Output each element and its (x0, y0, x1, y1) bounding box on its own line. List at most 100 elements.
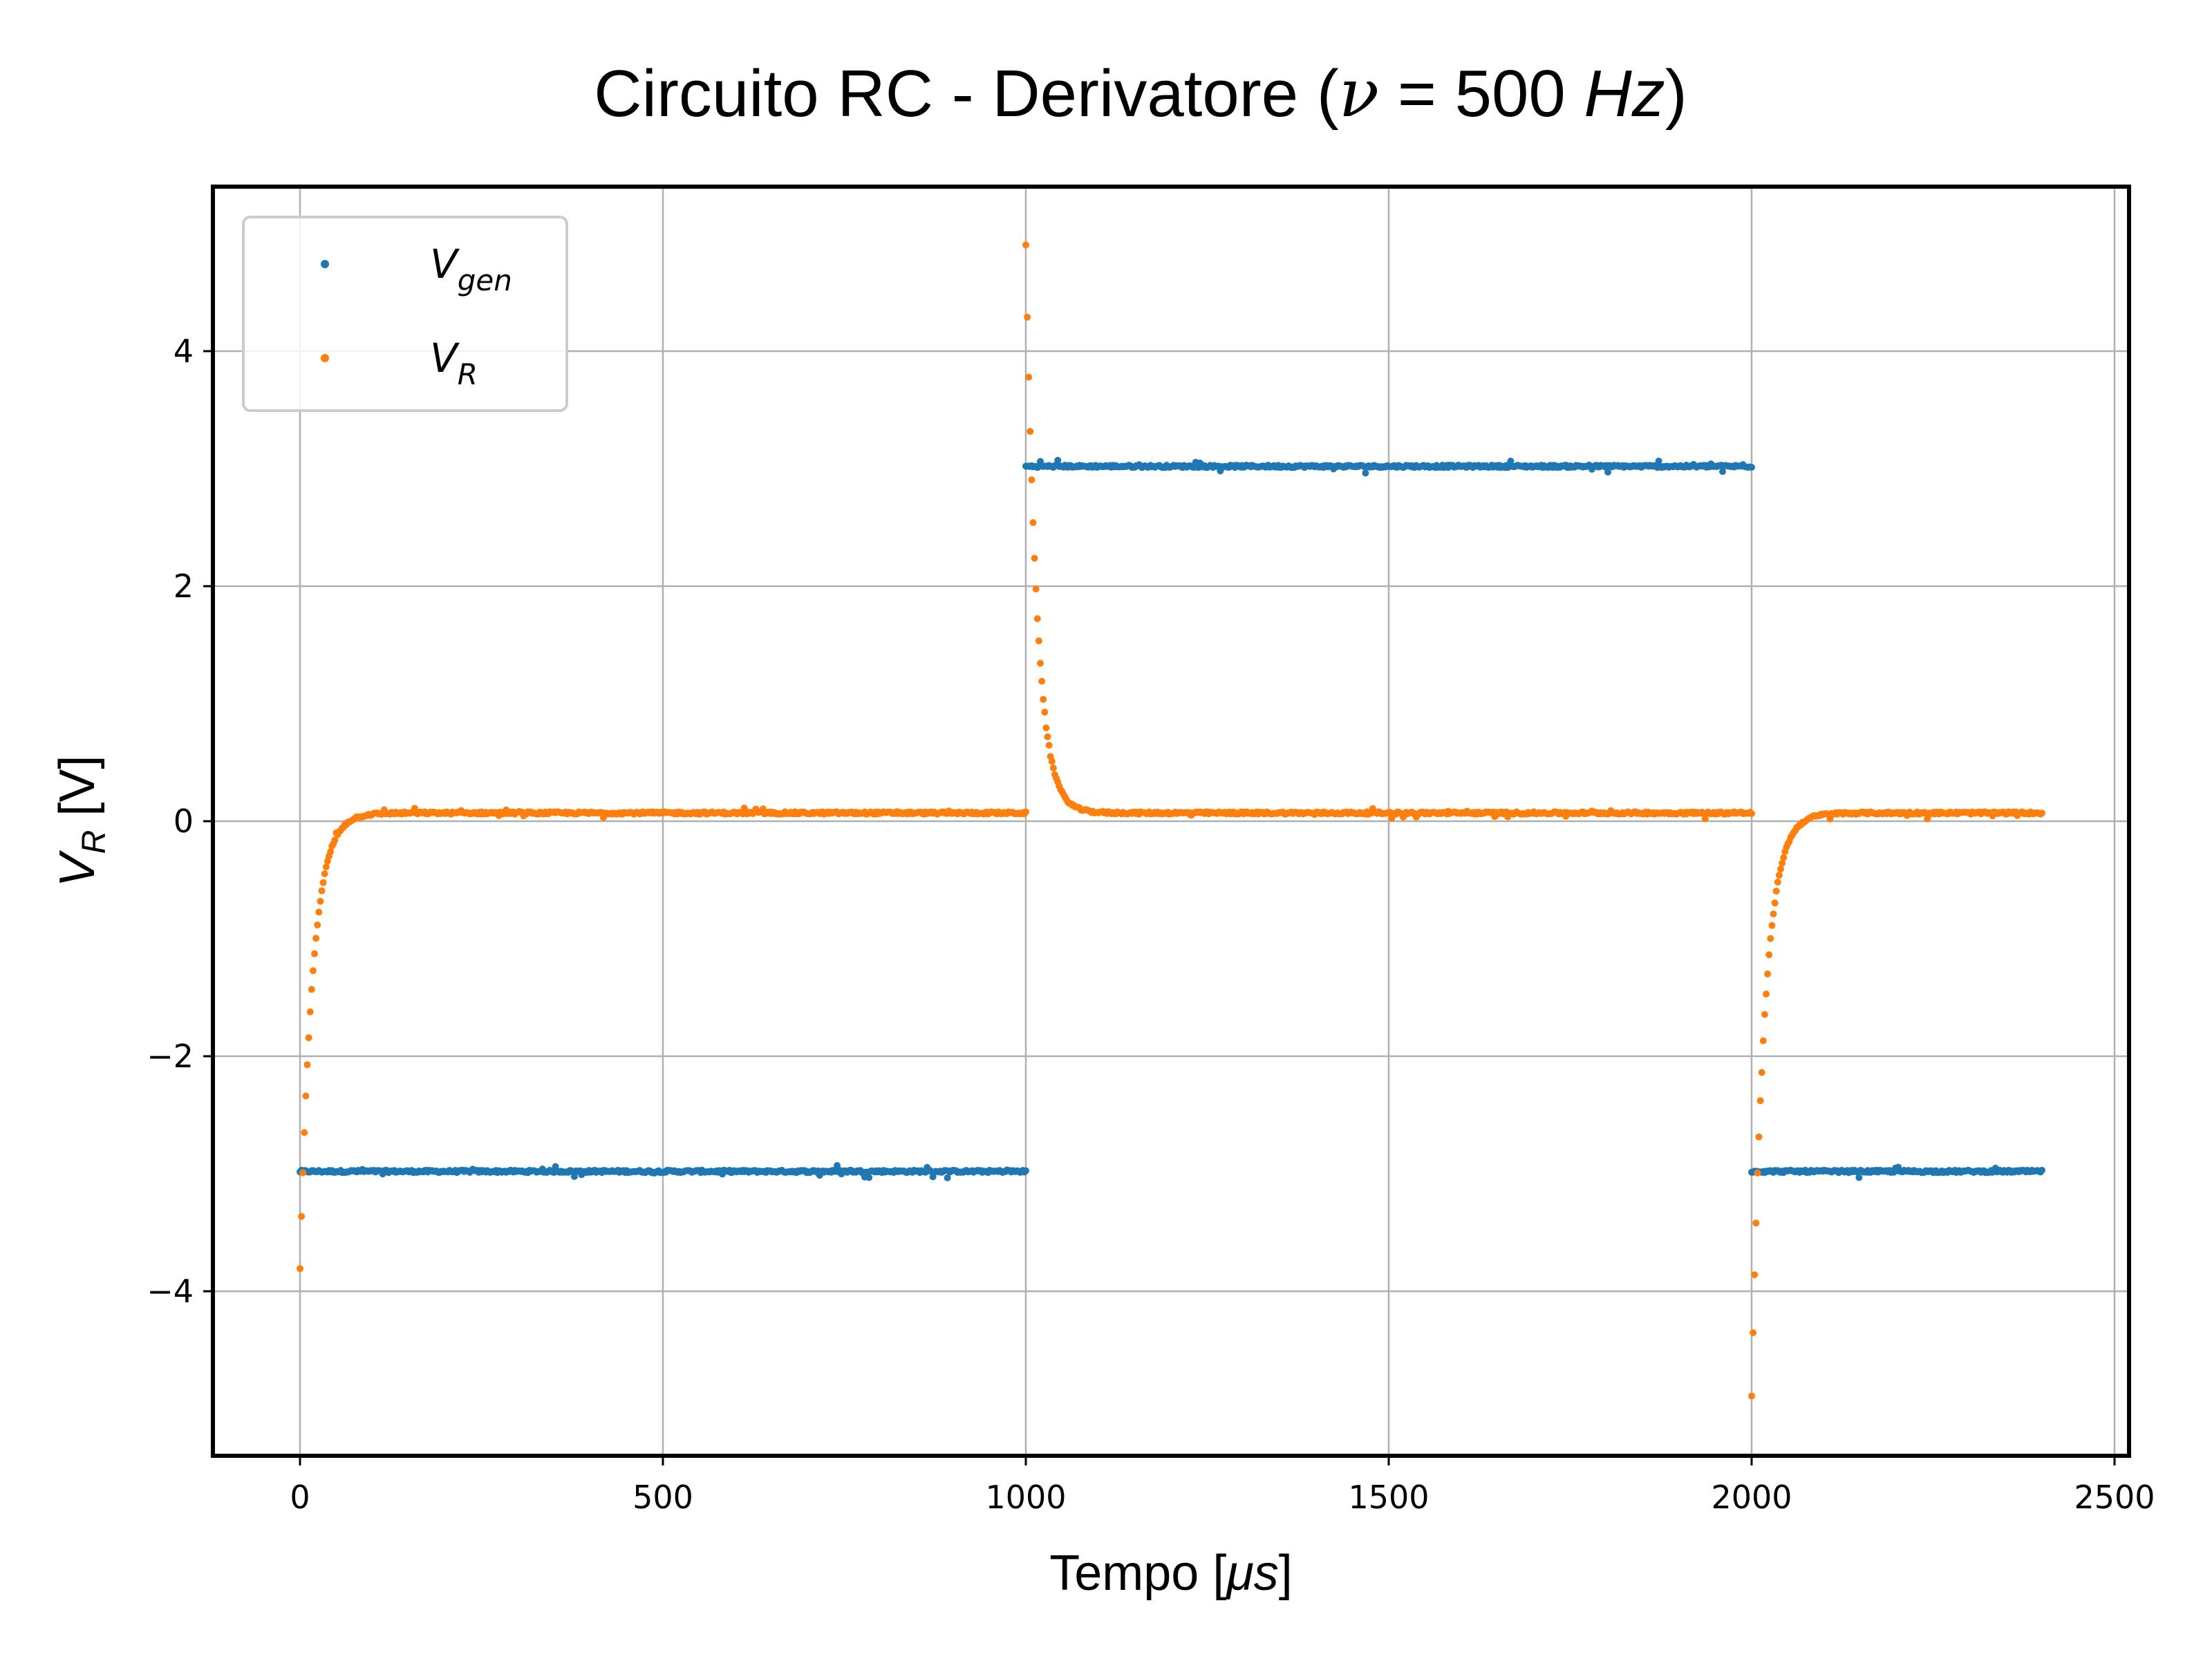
data-point (1855, 1174, 1863, 1181)
data-point (1022, 241, 1029, 249)
x-axis-label: Tempo [μs] (1049, 1546, 1293, 1601)
x-tick-label: 2500 (2074, 1479, 2155, 1516)
data-point (306, 1008, 314, 1015)
data-point (1750, 1329, 1757, 1336)
data-point (1752, 1219, 1760, 1227)
data-point (2038, 809, 2045, 817)
data-point (309, 967, 317, 975)
data-point (1048, 758, 1056, 765)
data-point (331, 836, 339, 844)
data-point (1765, 951, 1773, 959)
data-point (1777, 865, 1784, 873)
chart-title: Circuito RC - Derivatore (ν = 500 Hz) (594, 55, 1687, 132)
data-point (1751, 1271, 1759, 1279)
data-point (865, 1174, 873, 1181)
data-point (1024, 313, 1031, 321)
data-point (311, 950, 318, 957)
data-point (302, 1092, 310, 1100)
data-point (2038, 1167, 2045, 1174)
data-point (1701, 815, 1709, 823)
data-point (321, 870, 328, 877)
data-point (319, 879, 327, 886)
data-point (1027, 428, 1034, 435)
data-point (1748, 1392, 1755, 1400)
y-tick-label: 0 (174, 803, 194, 840)
data-point (318, 887, 326, 894)
x-tick-label: 1000 (985, 1479, 1066, 1516)
data-point (299, 1169, 307, 1177)
legend-marker-vgen (321, 260, 329, 268)
data-point (1028, 476, 1035, 484)
data-point (301, 1129, 308, 1136)
x-tick-label: 2000 (1711, 1479, 1792, 1516)
data-point (1037, 659, 1044, 667)
data-point (1768, 921, 1776, 929)
data-point (1022, 808, 1029, 816)
data-point (1759, 1037, 1767, 1044)
data-point (1507, 458, 1515, 465)
legend-label-vr: VR (430, 335, 478, 391)
data-point (570, 1173, 578, 1180)
series-vgen (297, 456, 2045, 1181)
data-point (1025, 373, 1033, 381)
data-point (1042, 724, 1050, 731)
data-series (297, 241, 2045, 1400)
data-point (1779, 859, 1786, 867)
data-point (1755, 1133, 1763, 1141)
data-point (1772, 888, 1780, 895)
data-point (303, 1061, 311, 1069)
data-point (317, 897, 324, 905)
data-point (314, 921, 321, 929)
data-point (1763, 991, 1770, 997)
data-point (298, 1212, 306, 1220)
legend-box (242, 216, 568, 412)
data-point (1040, 695, 1047, 703)
data-point (1041, 709, 1049, 716)
data-point (1774, 879, 1781, 886)
data-point (1780, 854, 1788, 861)
data-point (1038, 677, 1046, 685)
data-point (1032, 585, 1040, 593)
data-point (308, 986, 315, 993)
grid-lines (213, 187, 2129, 1456)
data-point (1771, 899, 1779, 907)
data-point (1655, 458, 1662, 465)
data-point (312, 935, 320, 942)
data-point (1362, 469, 1369, 477)
data-point (1022, 1167, 1029, 1174)
data-point (315, 908, 323, 916)
y-tick-label: 4 (174, 332, 194, 370)
y-tick-label: 2 (174, 568, 194, 605)
data-point (1764, 971, 1772, 977)
data-point (1775, 872, 1783, 879)
data-point (1031, 554, 1038, 562)
data-point (322, 863, 330, 871)
data-point (1033, 615, 1041, 622)
legend-label-vgen: Vgen (430, 241, 512, 297)
data-point (1754, 1169, 1761, 1177)
data-point (1767, 935, 1774, 942)
y-tick-label: −4 (147, 1273, 194, 1310)
axis-ticks: 0 500 1000 1500 2000 2500 −4 −2 0 2 4 (147, 332, 2155, 1516)
data-point (1604, 469, 1612, 476)
data-point (1719, 468, 1726, 476)
series-vr (297, 241, 2045, 1400)
data-point (1748, 464, 1755, 471)
legend: Vgen VR (242, 216, 568, 412)
data-point (1054, 456, 1062, 464)
data-point (297, 1265, 303, 1273)
y-axis-label: VR [V] (50, 756, 113, 888)
data-point (1770, 910, 1777, 918)
x-tick-label: 500 (632, 1479, 693, 1516)
legend-marker-vr (321, 354, 329, 362)
data-point (1758, 1069, 1765, 1076)
data-point (1756, 1097, 1764, 1105)
data-point (944, 1174, 951, 1181)
data-point (1035, 637, 1042, 645)
x-tick-label: 0 (290, 1479, 310, 1516)
data-point (1761, 1011, 1768, 1018)
data-point (1049, 765, 1057, 772)
data-point (305, 1034, 312, 1042)
y-tick-label: −2 (147, 1038, 194, 1075)
